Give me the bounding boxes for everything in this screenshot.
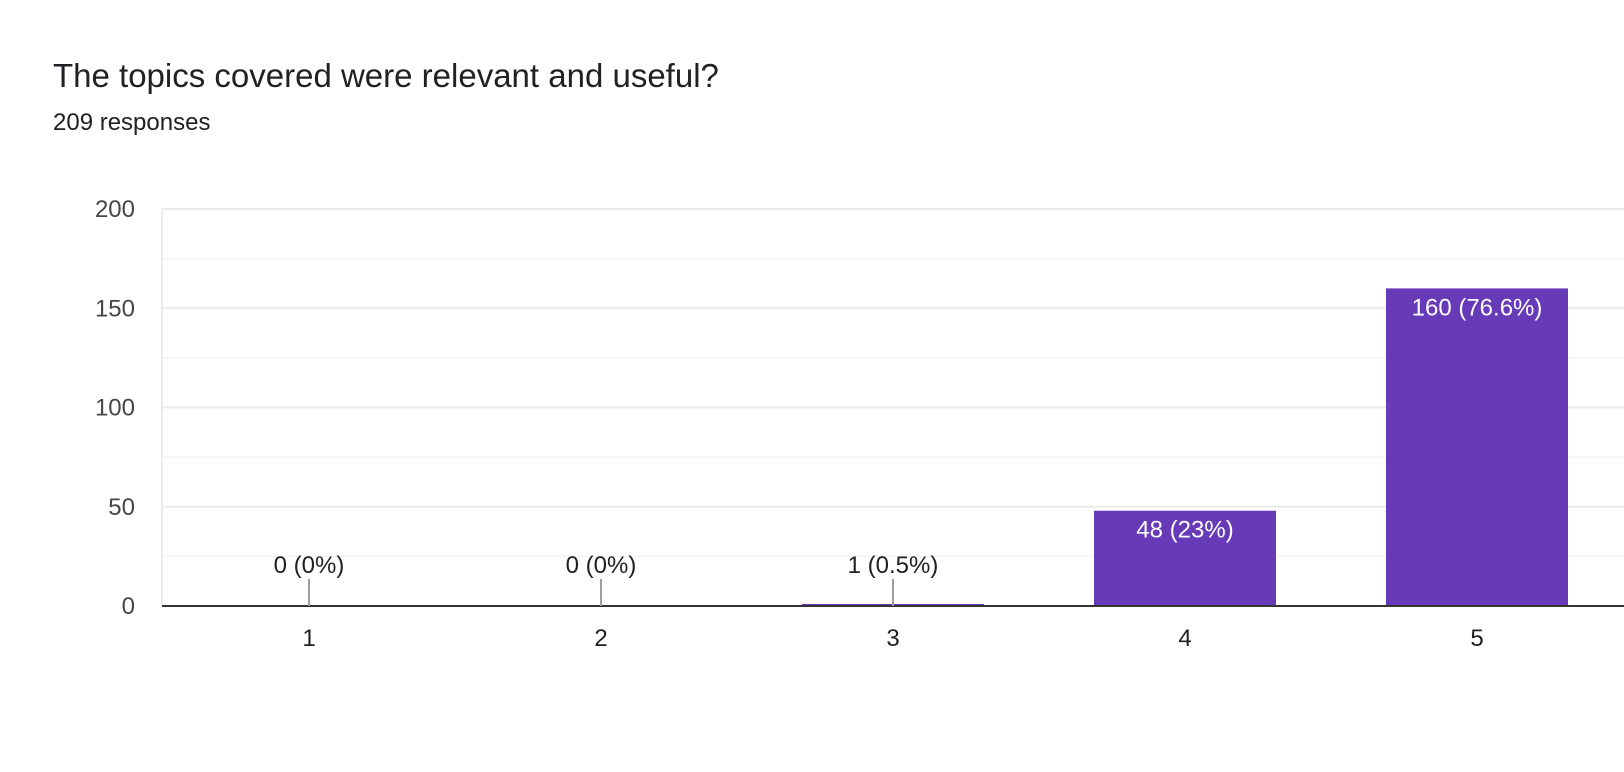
data-labels: 0 (0%) 0 (0%) 1 (0.5%) 48 (23%) 160 (76.6%) <box>274 294 1543 606</box>
chart-title: The topics covered were relevant and use… <box>53 57 719 94</box>
x-tick-label: 4 <box>1178 625 1191 652</box>
data-label: 160 (76.6%) <box>1412 294 1543 321</box>
data-label: 0 (0%) <box>274 552 345 579</box>
y-tick-label: 50 <box>108 494 135 521</box>
data-label: 0 (0%) <box>566 552 637 579</box>
y-tick-label: 0 <box>122 593 135 620</box>
y-tick-label: 200 <box>95 196 135 223</box>
x-tick-label: 5 <box>1470 625 1483 652</box>
y-tick-label: 100 <box>95 395 135 422</box>
bars <box>802 288 1568 606</box>
data-label: 48 (23%) <box>1136 517 1233 544</box>
bar <box>1386 288 1568 606</box>
x-tick-label: 2 <box>594 625 607 652</box>
data-label: 1 (0.5%) <box>848 552 939 579</box>
x-tick-label: 1 <box>302 625 315 652</box>
gridlines <box>162 208 1624 558</box>
y-tick-label: 150 <box>95 295 135 322</box>
x-tick-label: 3 <box>886 625 899 652</box>
bar <box>1094 510 1276 606</box>
response-count: 209 responses <box>53 109 211 136</box>
